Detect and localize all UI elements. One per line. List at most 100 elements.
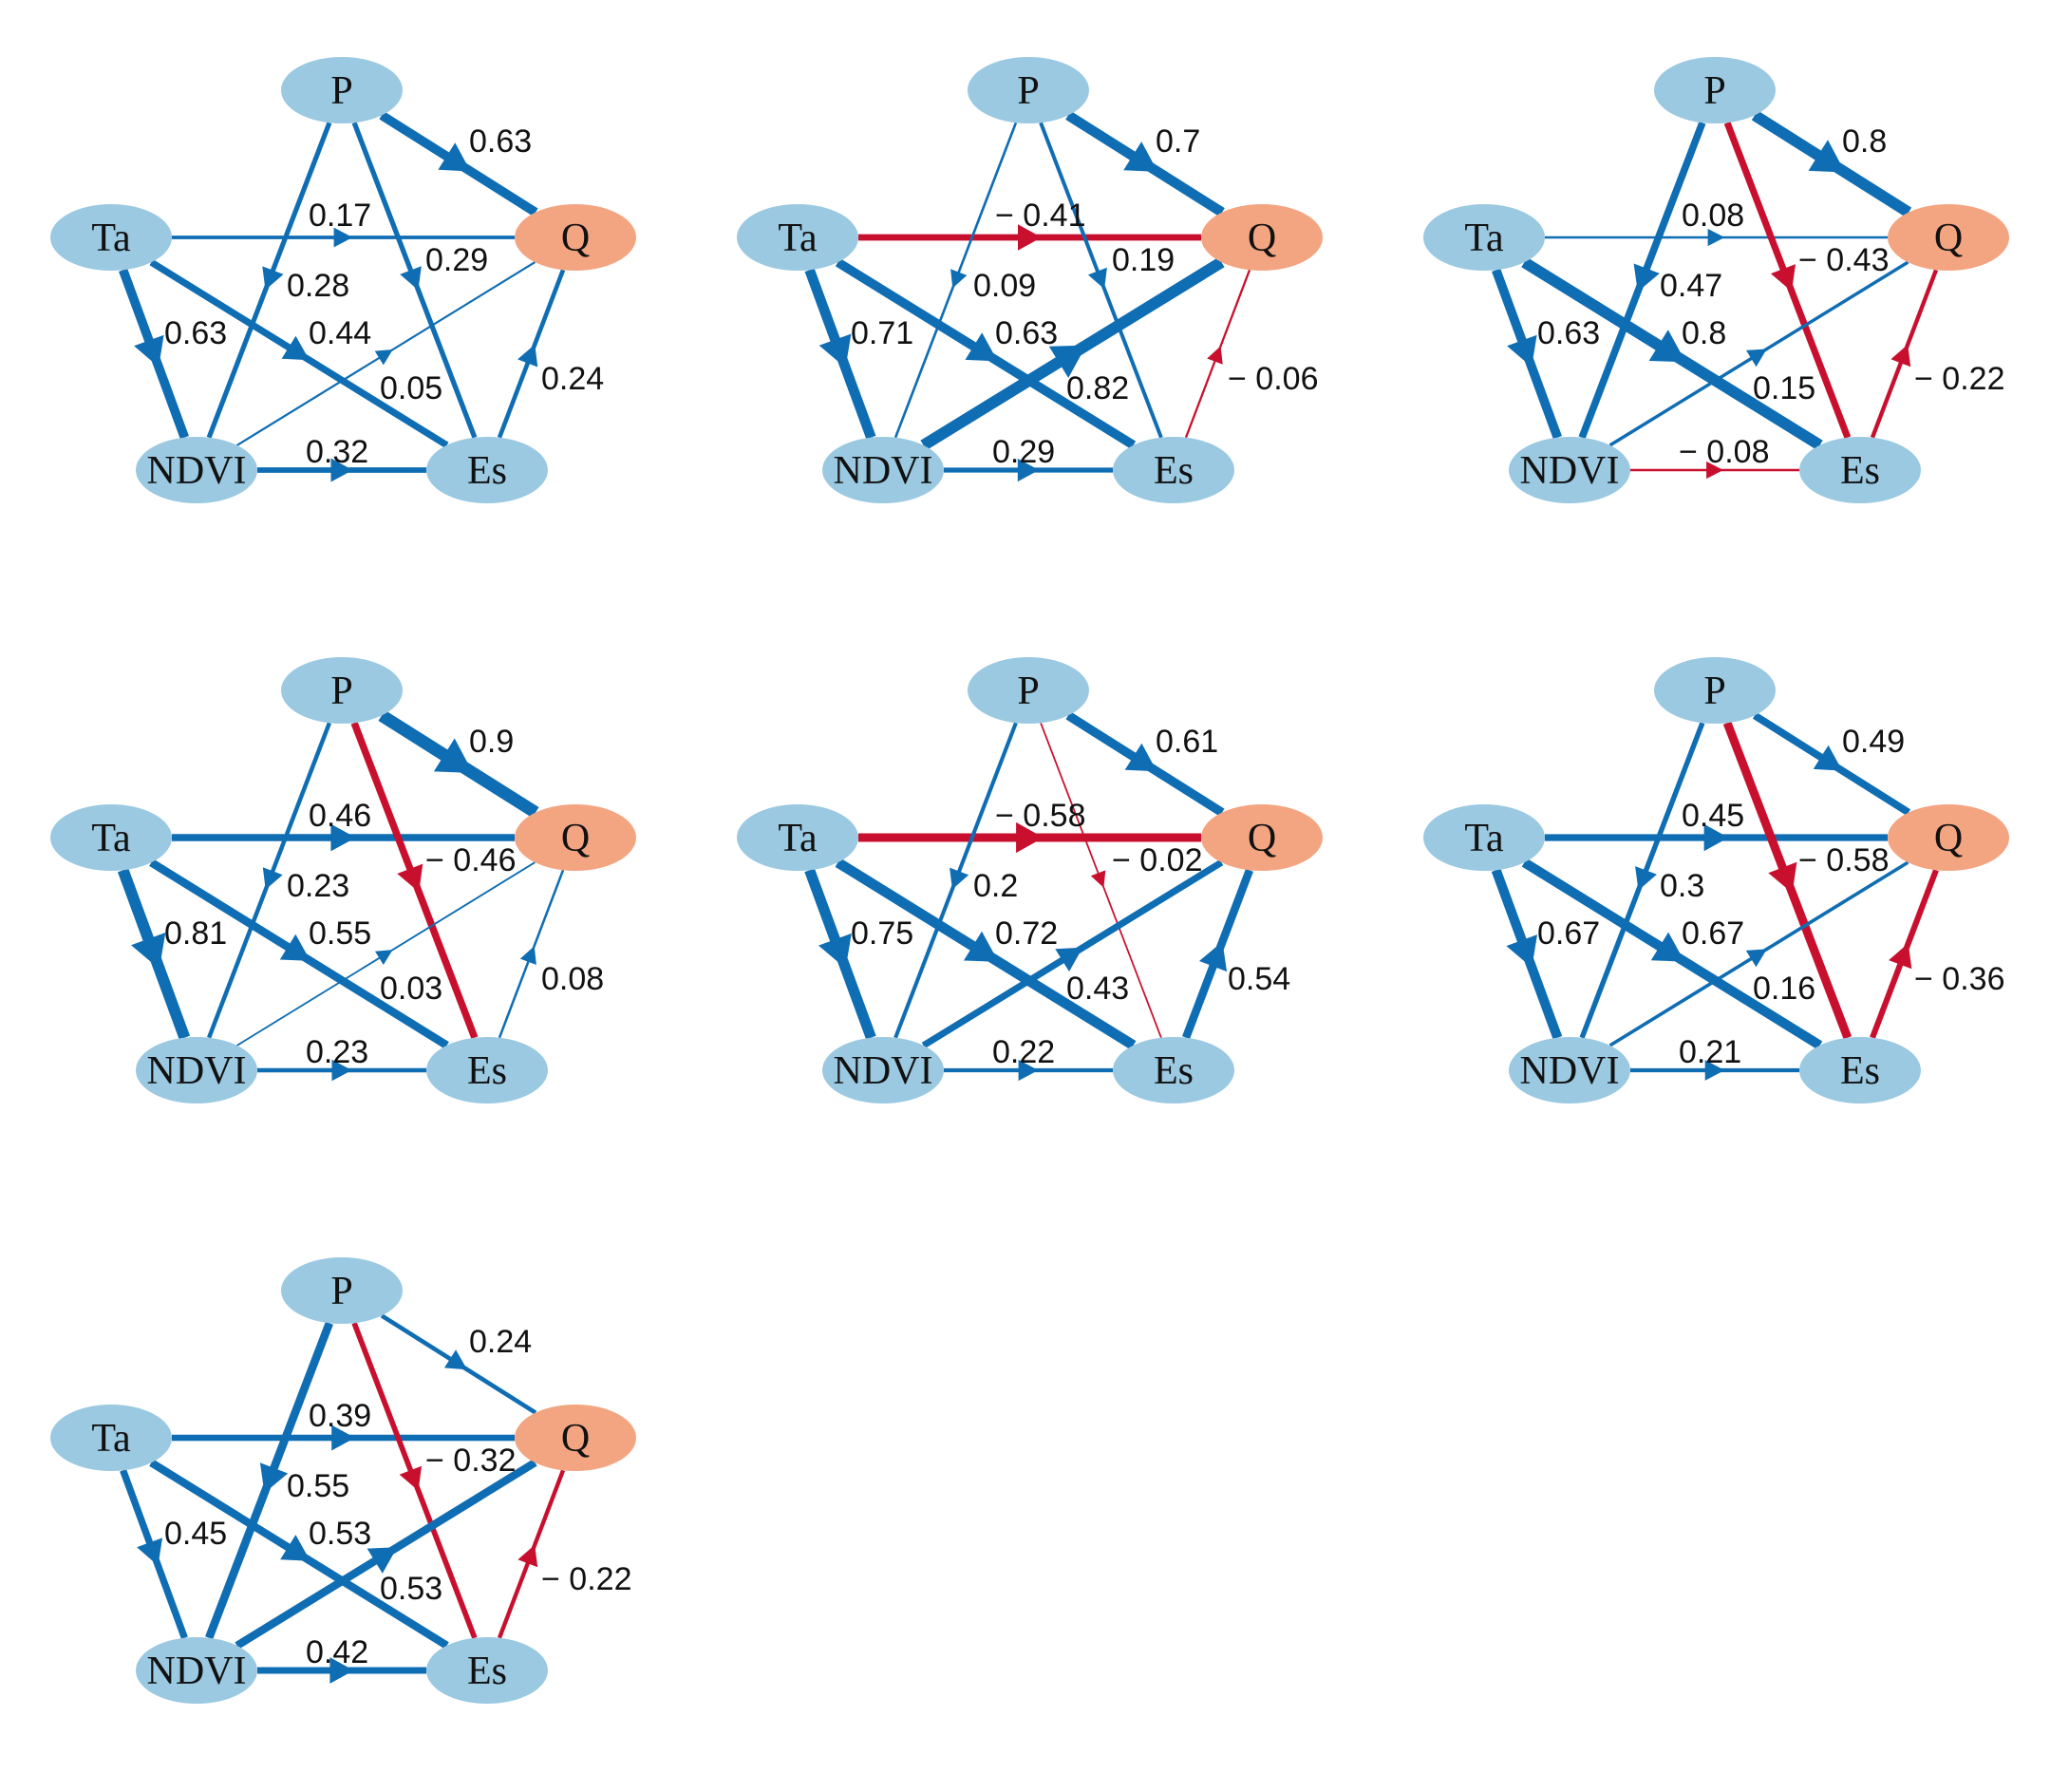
edge-label-ndvi-to-es: 0.23 — [306, 1034, 368, 1070]
edge-label-ta-to-ndvi: 0.63 — [1537, 315, 1600, 351]
arrowhead-ndvi-to-es — [330, 458, 353, 482]
edge-label-ta-to-es: 0.44 — [309, 315, 371, 351]
edge-label-layer: 0.24 0.39 0.55 − 0.32 0.45 0.530.53 − 0.22 0.42 — [164, 1324, 631, 1670]
edge-label-layer: 0.9 0.46 0.23 − 0.46 0.81 0.550.03 0.08 0.23 — [164, 724, 604, 1070]
node-ellipse-q — [1888, 804, 2009, 871]
node-layer: P Ta Q NDVI Es — [737, 57, 1323, 503]
edge-label-es-to-q: 0.24 — [541, 361, 604, 397]
arrowhead-ndvi-to-es — [1018, 1059, 1039, 1082]
edge-label-ta-to-q: 0.46 — [309, 798, 371, 834]
edge-label-ta-to-q: 0.45 — [1682, 798, 1744, 834]
node-label-q: Q — [561, 217, 590, 260]
node-label-p: P — [330, 69, 352, 113]
arrowhead-ta-to-ndvi — [818, 933, 852, 969]
edge-label-p-to-ndvi: 0.28 — [287, 268, 349, 304]
node-ndvi: NDVI — [1509, 437, 1630, 503]
edge-label-p-to-es: − 0.32 — [425, 1443, 516, 1479]
arrowhead-ndvi-to-es — [329, 1657, 354, 1684]
arrowhead-ta-to-q — [1018, 224, 1042, 251]
arrowhead-p-to-ndvi — [1635, 866, 1657, 891]
edge-label-p-to-q: 0.9 — [469, 724, 514, 760]
arrowhead-ndvi-to-q — [1746, 349, 1767, 368]
arrowhead-ta-to-ndvi — [134, 334, 164, 368]
node-ellipse-q — [515, 804, 636, 871]
node-ellipse-q — [1201, 804, 1323, 871]
arrowhead-p-to-ndvi — [1633, 263, 1660, 292]
edge-label-p-to-ndvi: 0.3 — [1660, 868, 1704, 904]
arrowhead-ta-to-ndvi — [1507, 334, 1537, 368]
node-label-q: Q — [561, 1417, 590, 1461]
node-layer: P Ta Q NDVI Es — [737, 657, 1323, 1103]
edge-label-layer: 0.63 0.17 0.28 0.29 0.63 0.440.05 0.24 0.32 — [164, 123, 604, 470]
node-label-es: Es — [1840, 449, 1880, 493]
arrowhead-es-to-q — [517, 344, 538, 368]
arrowhead-ndvi-to-es — [1017, 458, 1040, 482]
node-label-ta: Ta — [778, 217, 818, 260]
arrowhead-p-to-q — [438, 142, 471, 172]
node-es: Es — [426, 1637, 548, 1704]
node-label-es: Es — [467, 1049, 507, 1093]
edge-label-ta-to-ndvi: 0.75 — [851, 915, 913, 952]
arrowhead-p-to-es — [399, 1465, 422, 1491]
edge-label-layer: 0.7 − 0.41 0.09 0.19 0.71 0.630.82 − 0.06 0.29 — [851, 123, 1318, 470]
edge-label-ndvi-to-q: 0.15 — [1753, 370, 1815, 406]
node-ellipse-es — [1113, 437, 1234, 503]
arrowhead-ta-to-q — [333, 227, 353, 248]
edge-label-p-to-es: 0.19 — [1112, 242, 1175, 278]
edge-layer — [804, 110, 1251, 482]
path-diagram-panel-7: P Ta Q NDVI Es 0.24 0.39 0.55 − 0.32 0.45 0.530.53… — [50, 1257, 636, 1704]
node-layer: P Ta Q NDVI Es — [50, 57, 636, 503]
arrowhead-ta-to-es — [1648, 330, 1686, 363]
node-ellipse-ndvi — [136, 1637, 257, 1704]
node-ta: Ta — [50, 204, 172, 271]
node-ellipse-q — [1888, 204, 2009, 271]
edge-layer — [1491, 712, 1939, 1081]
node-layer: P Ta Q NDVI Es — [50, 1257, 636, 1704]
edge-label-ndvi-to-q: 0.03 — [380, 971, 442, 1007]
node-ellipse-ta — [50, 1405, 172, 1471]
edge-label-p-to-es: − 0.02 — [1112, 842, 1202, 878]
node-ndvi: NDVI — [136, 437, 257, 503]
arrowhead-p-to-ndvi — [262, 266, 284, 291]
edge-label-p-to-q: 0.49 — [1842, 724, 1905, 760]
node-layer: P Ta Q NDVI Es — [50, 657, 636, 1103]
arrowhead-es-to-q — [517, 1544, 538, 1568]
node-label-ta: Ta — [91, 1417, 131, 1461]
node-ellipse-es — [426, 437, 548, 503]
node-ellipse-p — [1654, 57, 1776, 123]
node-label-ndvi: NDVI — [1520, 449, 1620, 493]
node-es: Es — [1799, 1037, 1921, 1103]
arrowhead-p-to-q — [1808, 140, 1846, 173]
node-label-p: P — [1703, 69, 1725, 113]
edge-label-p-to-ndvi: 0.47 — [1660, 268, 1722, 304]
node-ellipse-p — [968, 657, 1089, 724]
edge-label-layer: 0.490.450.3− 0.580.67 0.670.16− 0.360.21 — [1537, 724, 2004, 1070]
edge-label-p-to-q: 0.24 — [469, 1324, 532, 1360]
arrowhead-p-to-es — [400, 266, 422, 291]
arrowhead-ndvi-to-q — [374, 349, 393, 366]
node-ellipse-p — [1654, 657, 1776, 724]
node-ndvi: NDVI — [1509, 1037, 1630, 1103]
edge-label-ta-to-ndvi: 0.67 — [1537, 915, 1600, 952]
node-ta: Ta — [737, 204, 858, 271]
arrowhead-ta-to-ndvi — [137, 1537, 162, 1566]
arrowhead-p-to-es — [1090, 870, 1106, 888]
node-label-p: P — [1017, 69, 1039, 113]
edge-label-ndvi-to-q: 0.16 — [1753, 971, 1815, 1007]
node-ta: Ta — [1423, 804, 1545, 871]
arrowhead-ndvi-to-es — [1704, 1060, 1725, 1081]
edge-label-ndvi-to-q: 0.53 — [380, 1571, 442, 1607]
node-ellipse-q — [515, 1405, 636, 1471]
path-diagram-panel-3: P Ta Q NDVI Es 0.8 0.08 0.47 − 0.43 0.63 0.8 0.15 − … — [1423, 57, 2009, 503]
node-ellipse-ta — [737, 804, 858, 871]
node-ellipse-es — [426, 1637, 548, 1704]
node-p: P — [968, 657, 1089, 724]
edge-label-ta-to-es: 0.67 — [1682, 915, 1744, 952]
arrowhead-ta-to-ndvi — [131, 933, 166, 970]
edge-label-ta-to-ndvi: 0.45 — [164, 1516, 227, 1552]
edge-label-ta-to-ndvi: 0.81 — [164, 915, 227, 952]
edge-label-p-to-ndvi: 0.2 — [973, 868, 1018, 904]
edge-label-p-to-es: − 0.43 — [1798, 242, 1889, 278]
